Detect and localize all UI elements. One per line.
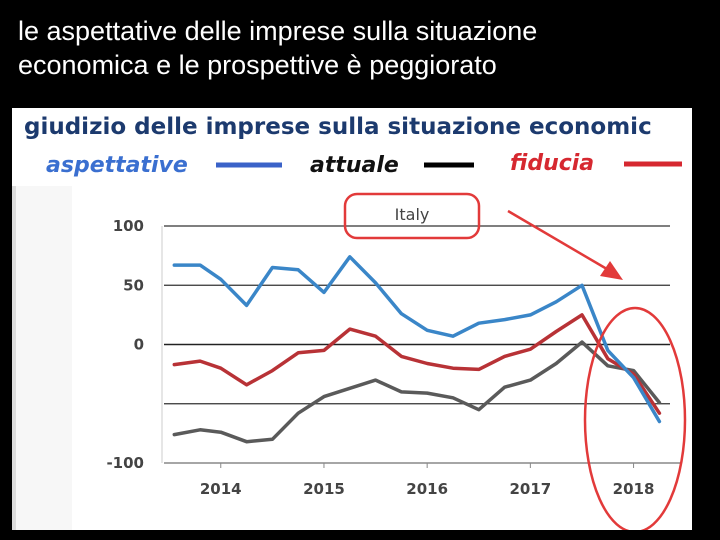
annotation-arrow-head [600, 261, 623, 280]
annotation-arrow-shaft [507, 209, 613, 274]
chart-left-strip [12, 186, 72, 530]
annotation-italy-box [343, 192, 481, 240]
series-line-fiducia [172, 313, 662, 415]
chart-legend: aspettative attuale fiducia [46, 151, 682, 178]
slide-title-line-1: le aspettative delle imprese sulla situa… [18, 16, 538, 46]
annotation-italy: Italy [343, 192, 481, 240]
slide-title-line-2: economica e le prospettive è peggiorato [18, 50, 497, 80]
legend-label-aspettative: aspettative [46, 153, 188, 178]
x-tick-label: 2015 [303, 480, 345, 498]
annotation-italy-label: Italy [395, 205, 430, 224]
line-chart: giudizio delle imprese sulla situazione … [12, 108, 692, 530]
highlight-circle [583, 306, 687, 530]
chart-left-strip-inner [12, 186, 16, 530]
y-tick-label: 50 [123, 276, 144, 294]
x-tick-label: 2016 [406, 480, 448, 498]
series-line-attuale [172, 340, 662, 444]
x-tick-label: 2017 [509, 480, 551, 498]
series-lines [172, 255, 662, 444]
series-line-aspettative [172, 255, 662, 424]
chart-title: giudizio delle imprese sulla situazione … [24, 114, 652, 140]
x-tick-label: 2018 [613, 480, 655, 498]
y-tick-label: 100 [113, 217, 144, 235]
slide-title: le aspettative delle imprese sulla situa… [18, 14, 708, 82]
axes: 100 50 0 -100 2014 2015 2016 2017 2018 [106, 217, 680, 498]
legend-label-attuale: attuale [310, 153, 399, 178]
chart-header-band [12, 108, 692, 186]
y-tick-label: 0 [134, 336, 144, 354]
chart-panel: giudizio delle imprese sulla situazione … [12, 108, 692, 530]
annotation-arrow [507, 209, 623, 280]
legend-label-fiducia: fiducia [510, 151, 594, 176]
x-tick-label: 2014 [200, 480, 242, 498]
y-tick-label: -100 [106, 454, 144, 472]
